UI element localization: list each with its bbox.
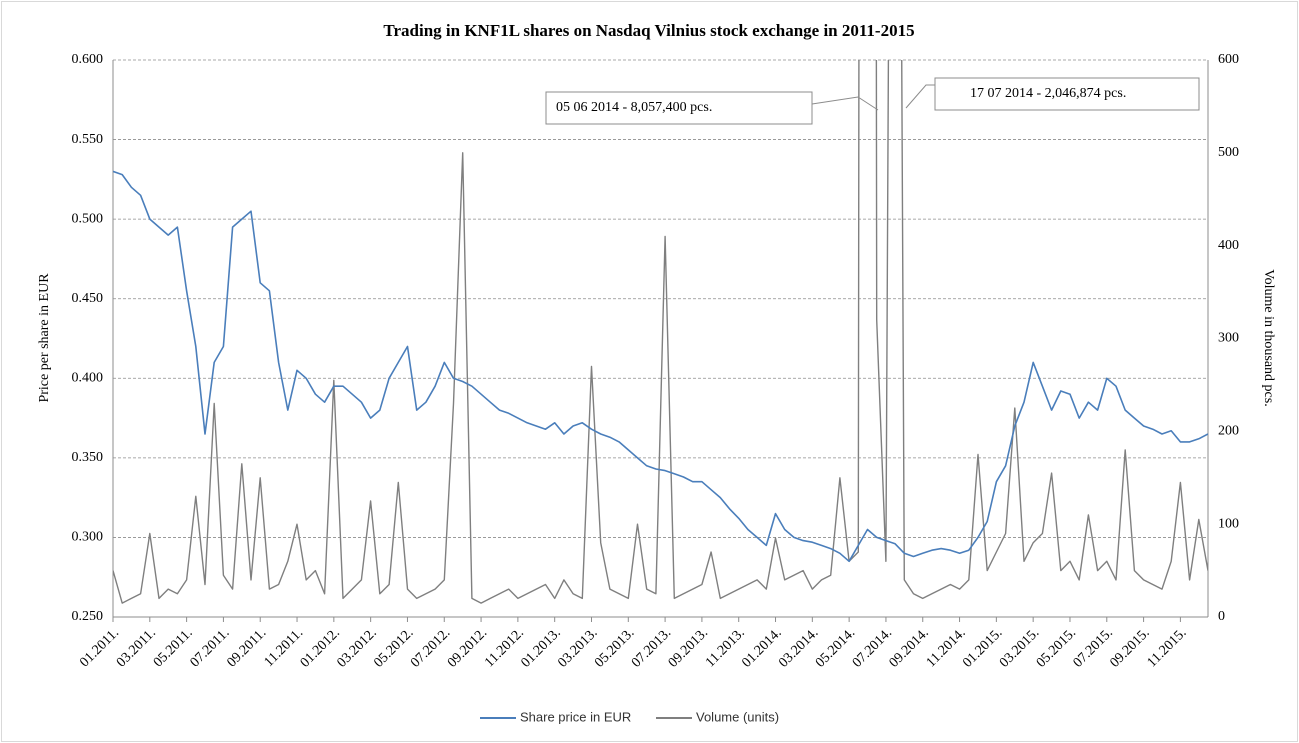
annotation-box <box>934 77 1200 111</box>
legend-label: Volume (units) <box>696 709 779 724</box>
annotation-box <box>545 91 813 125</box>
y-tick-label: 0.550 <box>72 132 104 147</box>
y-axis-label: Price per share in EUR <box>37 273 52 403</box>
y2-tick-label: 400 <box>1218 238 1239 253</box>
annotation-text: 05 06 2014 - 8,057,400 pcs. <box>556 100 712 115</box>
y2-tick-label: 200 <box>1218 424 1239 439</box>
annotation-text: 17 07 2014 - 2,046,874 pcs. <box>970 86 1126 101</box>
series-line <box>113 60 1208 604</box>
y-tick-label: 0.300 <box>72 530 104 545</box>
annotation-leader <box>905 84 935 109</box>
y-tick-label: 0.400 <box>72 371 104 386</box>
series-line <box>113 170 1208 563</box>
annotation: 05 06 2014 - 8,057,400 pcs. <box>545 91 879 125</box>
annotation: 17 07 2014 - 2,046,874 pcs. <box>905 77 1200 111</box>
y2-tick-label: 500 <box>1218 145 1239 160</box>
annotation-leader <box>811 96 879 111</box>
y2-tick-label: 300 <box>1218 331 1239 346</box>
y2-axis-label: Volume in thousand pcs. <box>1261 269 1276 406</box>
y-tick-label: 0.350 <box>72 450 104 465</box>
chart-title: Trading in KNF1L shares on Nasdaq Vilniu… <box>383 21 914 40</box>
y-tick-label: 0.450 <box>72 291 104 306</box>
y2-tick-label: 0 <box>1218 609 1225 624</box>
y-tick-label: 0.600 <box>72 52 104 67</box>
plot-area <box>112 59 1209 622</box>
y2-tick-label: 600 <box>1218 52 1239 67</box>
y2-tick-label: 100 <box>1218 516 1239 531</box>
y-tick-label: 0.250 <box>72 609 104 624</box>
y-tick-label: 0.500 <box>72 211 104 226</box>
legend-label: Share price in EUR <box>520 709 631 724</box>
